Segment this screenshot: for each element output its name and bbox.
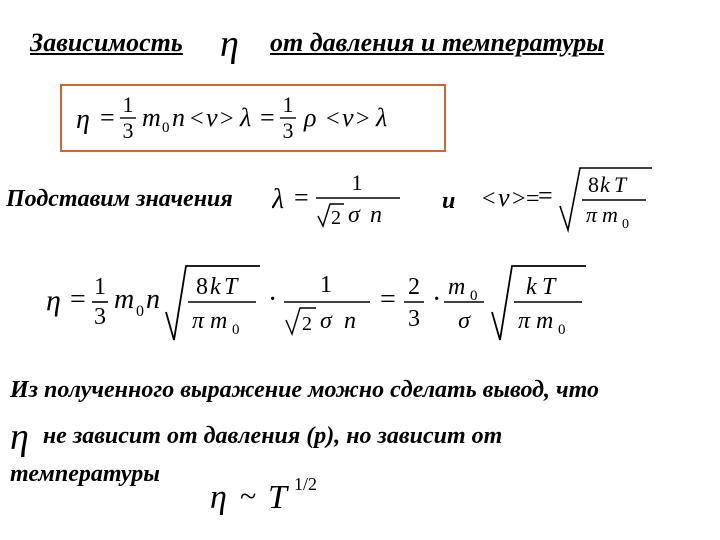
title-eta-symbol: η <box>220 22 239 66</box>
title-word-right: от давления и температуры <box>270 28 604 58</box>
svg-text:>: > <box>220 106 234 132</box>
svg-text:σ: σ <box>458 308 471 334</box>
svg-text:v: v <box>498 183 510 212</box>
svg-text:=: = <box>100 103 115 132</box>
svg-text:T: T <box>224 274 239 300</box>
svg-text:1: 1 <box>94 274 106 300</box>
svg-text:3: 3 <box>283 118 294 143</box>
svg-text:k: k <box>210 274 221 300</box>
svg-text:η: η <box>76 104 90 135</box>
final-formula: η ~ T 1/2 <box>210 470 410 525</box>
svg-text:>: > <box>512 186 526 212</box>
title-word-left: Зависимость <box>30 28 183 58</box>
svg-text:·: · <box>432 284 441 315</box>
substitute-row: Подставим значения λ = 1 2 σ n и < v > =… <box>6 170 706 240</box>
conclusion-eta-symbol: η <box>10 416 37 458</box>
svg-text:n: n <box>146 284 160 315</box>
svg-text:8: 8 <box>196 274 208 300</box>
svg-text:3: 3 <box>123 118 134 143</box>
svg-text:·: · <box>268 284 277 315</box>
svg-text:η: η <box>210 479 227 516</box>
svg-text:ρ: ρ <box>303 103 316 132</box>
substitute-label: Подставим значения <box>6 186 233 213</box>
svg-text:8: 8 <box>588 172 599 197</box>
svg-text:<: < <box>190 106 204 132</box>
svg-text:n: n <box>370 202 382 228</box>
svg-text:>: > <box>356 106 370 132</box>
svg-text:k: k <box>600 172 611 197</box>
svg-text:2: 2 <box>331 207 341 229</box>
svg-text:0: 0 <box>162 120 170 136</box>
svg-text:k: k <box>526 274 537 300</box>
avgv-formula: < v > = = 8 k T π m 0 <box>482 162 702 241</box>
svg-text:m: m <box>602 202 618 227</box>
svg-text:=: = <box>294 183 309 212</box>
svg-text:π: π <box>586 202 598 227</box>
title-row: Зависимость η от давления и температуры <box>30 28 690 68</box>
svg-text:=: = <box>538 181 553 210</box>
svg-text:3: 3 <box>408 306 420 332</box>
svg-text:m: m <box>142 103 161 132</box>
svg-text:1: 1 <box>352 170 363 195</box>
lambda-formula: λ = 1 2 σ n <box>272 166 432 237</box>
svg-text:λ: λ <box>239 103 251 132</box>
svg-text:2: 2 <box>408 274 420 300</box>
svg-text:T: T <box>614 172 628 197</box>
conclusion-line-2: не зависит от давления (p), но зависит о… <box>43 423 502 449</box>
svg-text:=: = <box>260 103 275 132</box>
svg-text:2: 2 <box>302 313 312 335</box>
svg-text:η: η <box>46 284 61 317</box>
svg-text:λ: λ <box>272 184 284 215</box>
svg-text:n: n <box>172 103 185 132</box>
svg-text:0: 0 <box>622 217 629 232</box>
svg-text:1: 1 <box>320 272 332 298</box>
svg-text:1/2: 1/2 <box>294 474 317 494</box>
svg-text:v: v <box>206 103 218 132</box>
svg-text:λ: λ <box>375 103 387 132</box>
big-formula: η = 1 3 m 0 n 8 k T π m 0 · 1 2 σ n = 2 … <box>46 256 676 353</box>
eta-definition-svg: η = 1 3 m 0 n < v > λ = 1 3 ρ < v > λ <box>76 90 430 146</box>
svg-text:T: T <box>268 479 289 516</box>
svg-text:0: 0 <box>136 303 144 320</box>
svg-text:3: 3 <box>94 304 106 330</box>
svg-text:<: < <box>326 106 340 132</box>
svg-text:<: < <box>482 186 496 212</box>
svg-text:=: = <box>380 284 396 315</box>
svg-text:m: m <box>114 284 134 315</box>
svg-text:π: π <box>192 308 205 334</box>
svg-text:0: 0 <box>232 322 240 338</box>
svg-text:m: m <box>536 308 553 334</box>
and-word: и <box>442 188 455 215</box>
boxed-formula: η = 1 3 m 0 n < v > λ = 1 3 ρ < v > λ <box>60 84 446 152</box>
svg-text:σ: σ <box>348 202 361 228</box>
svg-text:m: m <box>448 274 465 300</box>
svg-text:0: 0 <box>558 322 566 338</box>
svg-text:v: v <box>342 103 354 132</box>
svg-text:T: T <box>542 274 557 300</box>
svg-text:~: ~ <box>240 480 256 513</box>
conclusion-line-1: Из полученного выражение можно сделать в… <box>10 377 599 403</box>
svg-text:π: π <box>518 308 531 334</box>
svg-text:=: = <box>70 284 86 315</box>
svg-text:1: 1 <box>123 92 134 117</box>
svg-text:m: m <box>210 308 227 334</box>
conclusion-line-3: температуры <box>10 461 160 487</box>
svg-text:σ: σ <box>320 308 333 334</box>
svg-text:n: n <box>344 308 356 334</box>
svg-text:1: 1 <box>283 92 294 117</box>
